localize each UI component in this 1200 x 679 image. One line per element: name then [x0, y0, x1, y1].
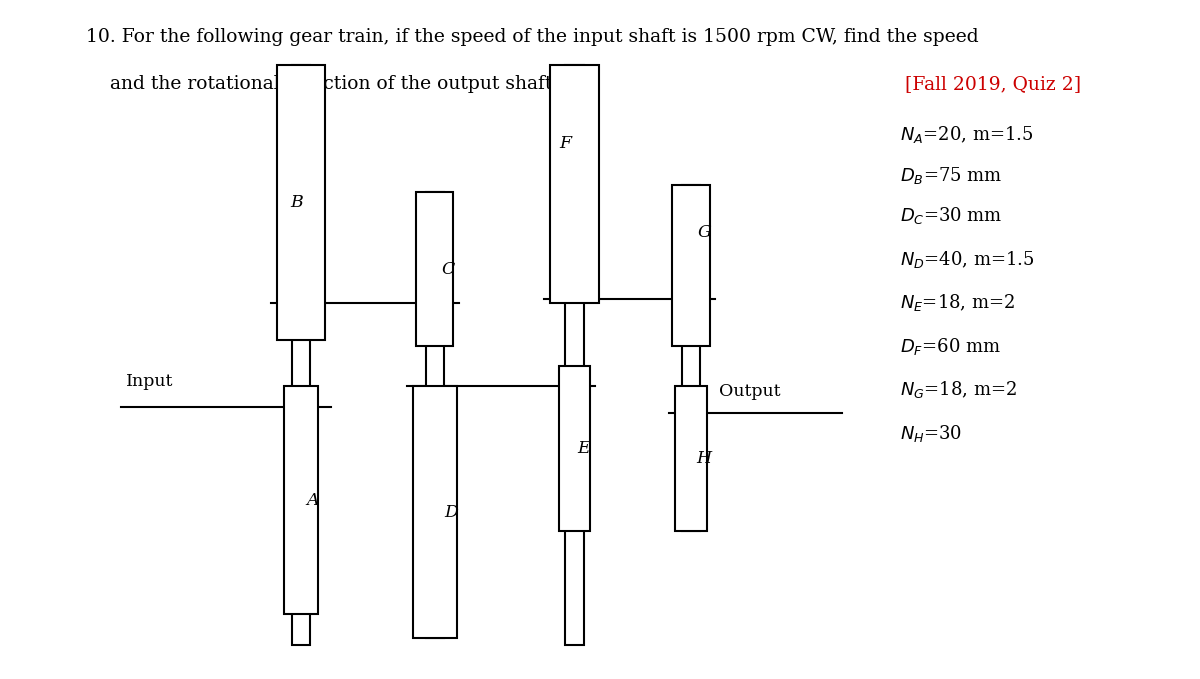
Bar [682, 185, 701, 531]
Text: A: A [306, 492, 319, 509]
Bar [550, 65, 599, 303]
Text: [Fall 2019, Quiz 2]: [Fall 2019, Quiz 2] [906, 75, 1081, 92]
Text: B: B [290, 194, 304, 210]
Text: and the rotational direction of the output shaft.: and the rotational direction of the outp… [85, 75, 558, 92]
Text: G: G [698, 223, 712, 240]
Bar [416, 192, 454, 346]
Bar [672, 185, 709, 346]
Text: Output: Output [719, 383, 780, 400]
Bar [426, 192, 444, 638]
Text: $N_G$=18, m=2: $N_G$=18, m=2 [900, 380, 1018, 401]
Text: $N_H$=30: $N_H$=30 [900, 423, 962, 444]
Bar [283, 386, 318, 614]
Bar [565, 65, 584, 644]
Text: $D_F$=60 mm: $D_F$=60 mm [900, 335, 1001, 356]
Text: Input: Input [126, 373, 174, 390]
Text: F: F [559, 135, 571, 152]
Bar [276, 65, 325, 340]
Text: $D_C$=30 mm: $D_C$=30 mm [900, 205, 1003, 226]
Text: C: C [442, 261, 455, 278]
Text: E: E [577, 440, 590, 457]
Text: $N_E$=18, m=2: $N_E$=18, m=2 [900, 292, 1015, 313]
Bar [292, 65, 311, 644]
Text: $N_A$=20, m=1.5: $N_A$=20, m=1.5 [900, 124, 1033, 145]
Text: H: H [696, 450, 712, 467]
Text: D: D [444, 504, 458, 521]
Text: $D_B$=75 mm: $D_B$=75 mm [900, 165, 1003, 185]
Text: 10. For the following gear train, if the speed of the input shaft is 1500 rpm CW: 10. For the following gear train, if the… [85, 28, 978, 45]
Text: $N_D$=40, m=1.5: $N_D$=40, m=1.5 [900, 249, 1034, 270]
Bar [413, 386, 457, 638]
Bar [674, 386, 707, 531]
Bar [559, 367, 589, 531]
